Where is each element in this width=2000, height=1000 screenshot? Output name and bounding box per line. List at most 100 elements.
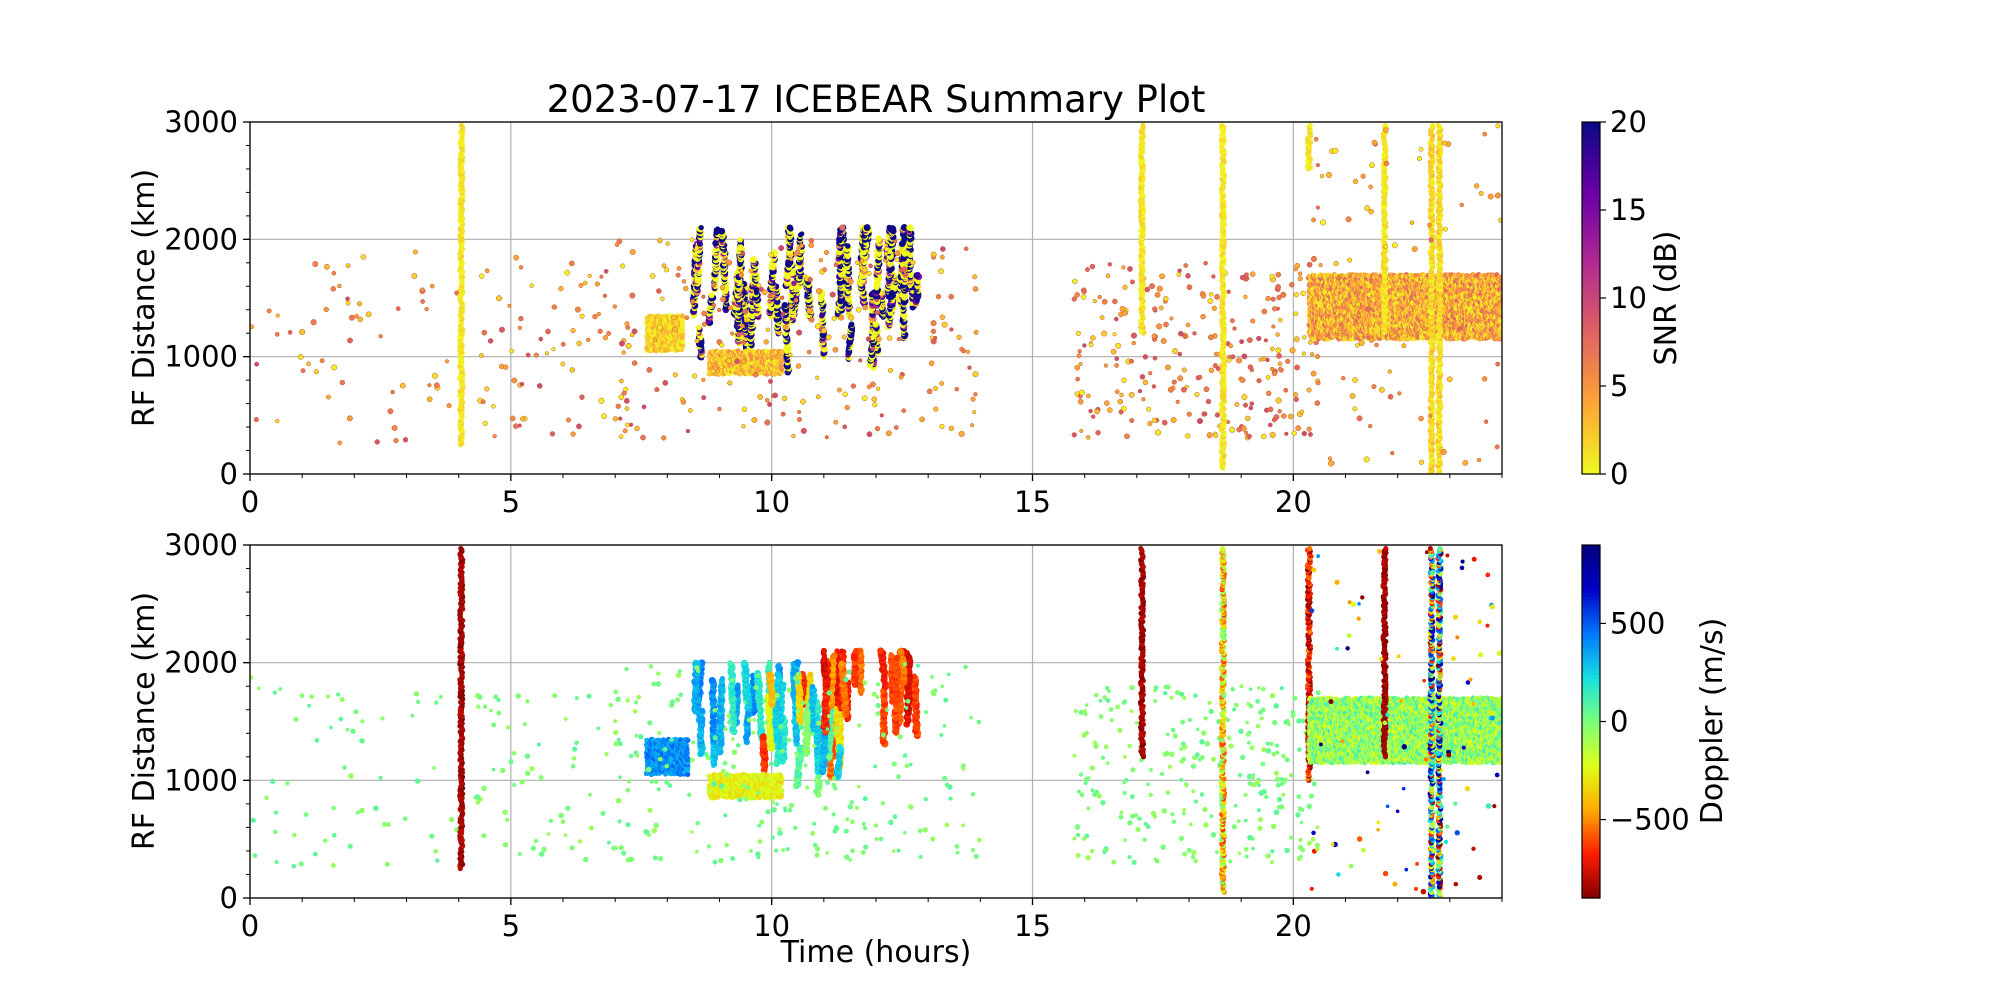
scatter-point [717, 406, 722, 412]
scatter-point [1085, 435, 1091, 440]
scatter-point [1275, 347, 1282, 354]
scatter-point [481, 329, 488, 336]
scatter-point [1090, 414, 1096, 419]
scatter-point [492, 434, 497, 439]
scatter-point [1284, 431, 1289, 436]
scatter-point [871, 396, 878, 403]
scatter-point [345, 300, 351, 306]
scatter-point [779, 358, 785, 364]
scatter-point [1170, 416, 1177, 423]
scatter-point [1203, 260, 1208, 266]
scatter-point [730, 331, 735, 336]
scatter-point [1278, 317, 1283, 323]
scatter-point [446, 403, 452, 409]
scatter-point [569, 367, 576, 373]
scatter-point [939, 381, 945, 386]
scatter-point [972, 410, 977, 415]
scatter-point [671, 314, 677, 321]
scatter-point [374, 439, 380, 445]
scatter-point [420, 287, 425, 293]
scatter-point [727, 380, 733, 386]
scatter-point [756, 282, 762, 288]
scatter-point [737, 244, 744, 252]
scatter-point [618, 340, 625, 347]
scatter-point [1197, 374, 1203, 380]
scatter-point [786, 224, 794, 231]
scatter-point [757, 394, 764, 400]
scatter-point [620, 263, 626, 269]
scatter-point [551, 304, 557, 310]
scatter-point [831, 315, 837, 321]
scatter-point [1196, 418, 1203, 425]
scatter-point [1131, 340, 1136, 346]
scatter-point [1271, 306, 1278, 312]
scatter-point [1110, 348, 1117, 355]
scatter-point [933, 406, 939, 412]
scatter-point [919, 416, 925, 423]
scatter-point [1269, 431, 1276, 438]
scatter-point [1293, 311, 1299, 317]
scatter-point [683, 285, 689, 292]
scatter-point [579, 313, 585, 319]
scatter-point [736, 331, 742, 338]
scatter-point [623, 397, 630, 404]
scatter-point [1112, 332, 1117, 337]
scatter-point [479, 353, 484, 358]
scatter-point [275, 418, 280, 424]
scatter-point [1101, 330, 1108, 337]
scatter-point [266, 308, 272, 314]
scatter-point [346, 415, 353, 422]
scatter-point [484, 386, 490, 392]
scatter-point [948, 293, 954, 300]
scatter-point [719, 284, 726, 291]
scatter-point [956, 334, 962, 340]
scatter-point [337, 283, 342, 289]
scatter-point [1155, 429, 1162, 436]
scatter-point [1314, 353, 1321, 360]
scatter-point [898, 374, 904, 380]
scatter-point [1082, 343, 1087, 348]
scatter-point [345, 296, 350, 302]
scatter-point [1293, 392, 1299, 398]
scatter-point [902, 272, 908, 278]
scatter-point [254, 361, 260, 367]
scatter-point [701, 321, 707, 327]
scatter-point [576, 423, 582, 430]
scatter-point [629, 332, 635, 338]
scatter-point [1074, 292, 1080, 298]
scatter-point [888, 290, 896, 297]
scatter-point [657, 237, 663, 244]
scatter-point [1229, 426, 1235, 433]
scatter-point [1315, 380, 1321, 386]
scatter-point [685, 428, 691, 434]
scatter-point [822, 267, 828, 273]
scatter-point [1208, 292, 1214, 297]
scatter-point [549, 431, 556, 437]
scatter-point [631, 360, 638, 366]
scatter-point [818, 258, 823, 263]
scatter-point [871, 334, 877, 340]
scatter-point [689, 237, 695, 242]
scatter-point [780, 311, 786, 317]
scatter-point [326, 394, 331, 400]
scatter-point [1287, 413, 1294, 420]
scatter-point [1275, 397, 1282, 404]
scatter-point [866, 270, 872, 276]
scatter-point [538, 336, 544, 342]
scatter-point [814, 323, 821, 330]
scatter-point [634, 425, 640, 432]
scatter-point [1142, 354, 1149, 360]
scatter-point [1239, 377, 1246, 384]
scatter-point [763, 339, 769, 345]
scatter-point [1230, 354, 1236, 360]
scatter-point [972, 274, 978, 280]
scatter-point [815, 375, 820, 380]
scatter-point [1077, 398, 1084, 405]
scatter-point [906, 224, 913, 232]
scatter-point [930, 320, 937, 327]
scatter-point [791, 433, 796, 439]
scatter-point [1076, 353, 1082, 359]
scatter-point [378, 334, 383, 339]
scatter-point [586, 337, 591, 343]
scatter-point [1169, 316, 1174, 321]
